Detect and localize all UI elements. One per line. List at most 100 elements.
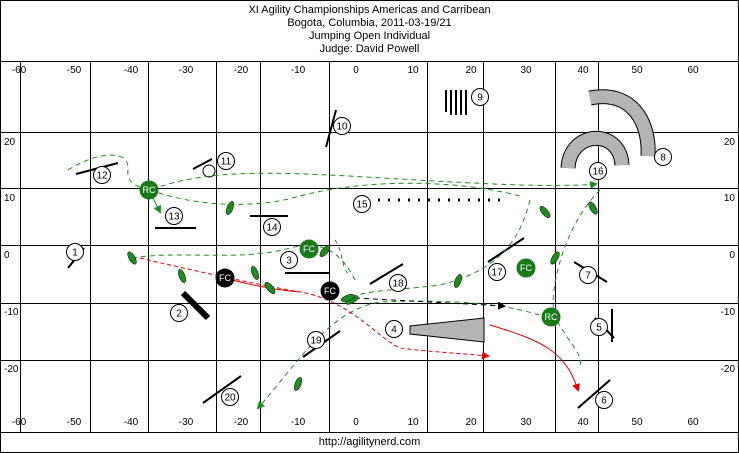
green-path-top2 — [149, 182, 521, 205]
obstacle-circle — [589, 162, 607, 180]
handler-marker — [516, 258, 536, 278]
obstacle-number: 16 — [592, 167, 604, 178]
green-path-17 — [354, 199, 531, 297]
class-name: Jumping Open Individual — [308, 30, 431, 42]
obstacle-number: 15 — [356, 200, 368, 211]
x-tick-label: 20 — [465, 65, 477, 76]
obstacle-number: 2 — [176, 309, 182, 320]
x-tick-label: -10 — [291, 65, 306, 76]
x-tick-label: 50 — [631, 65, 643, 76]
obstacle-number: 13 — [168, 212, 180, 223]
x-tick-label: 0 — [353, 65, 359, 76]
obstacle-number: 1 — [72, 248, 78, 259]
obstacle-number: 5 — [596, 323, 602, 334]
handler-marker-label: RC — [545, 312, 558, 322]
axis-tick-labels: -60-60-50-50-40-40-30-30-20-20-10-100010… — [4, 65, 735, 428]
obstacle-circle — [595, 391, 613, 409]
jump-bars — [67, 109, 615, 409]
obstacle-circle — [165, 207, 183, 225]
obstacle-circle — [654, 148, 672, 166]
green-path-right — [552, 189, 601, 369]
y-tick-label: 20 — [724, 137, 736, 148]
handler-marker — [299, 239, 319, 259]
chute-tunnel-4 — [409, 317, 485, 343]
y-tick-label: 10 — [4, 193, 16, 204]
obstacle-number: 7 — [585, 271, 591, 282]
obstacle-number: 12 — [96, 171, 108, 182]
jump-20 — [202, 375, 242, 404]
jump-6 — [577, 379, 611, 409]
obstacle-number: 11 — [221, 157, 232, 168]
x-tick-label: 30 — [520, 65, 532, 76]
x-tick-label: 40 — [577, 417, 589, 428]
tunnel-16 — [561, 131, 629, 169]
obstacle-number: 10 — [336, 122, 348, 133]
obstacle-circle — [221, 388, 239, 406]
y-tick-label: 10 — [724, 193, 736, 204]
obstacle-circle — [488, 263, 506, 281]
obstacle-number: 14 — [266, 223, 278, 234]
green-path-mid — [131, 244, 356, 281]
x-tick-label: 20 — [465, 417, 477, 428]
judge: Judge: David Powell — [319, 43, 420, 55]
handler-marker-label: RC — [143, 185, 156, 195]
tunnel-8 — [588, 90, 655, 157]
jump-2 — [180, 290, 211, 321]
obstacle-circle — [579, 266, 597, 284]
handler-marker-label: FC — [303, 244, 315, 254]
obstacle-number: 6 — [601, 396, 607, 407]
obstacle-number: 19 — [310, 336, 322, 347]
obstacle-number: 4 — [391, 325, 397, 336]
x-tick-label: -20 — [234, 417, 249, 428]
x-tick-label: 50 — [631, 417, 643, 428]
black-path — [354, 297, 506, 310]
x-tick-label: -20 — [234, 65, 249, 76]
obstacle-circle — [385, 320, 403, 338]
handler-markers: RC FC FC RC FC FC — [139, 180, 561, 327]
obstacle-circle — [389, 274, 407, 292]
footer-url[interactable]: http://agilitynerd.com — [318, 436, 421, 448]
red-path-solid — [489, 324, 580, 392]
green-path-fc — [334, 239, 351, 276]
x-tick-label: 60 — [687, 417, 699, 428]
y-tick-label: 20 — [4, 137, 16, 148]
obstacle-number: 17 — [491, 268, 503, 279]
x-tick-label: -50 — [67, 65, 82, 76]
green-path-bottom — [256, 300, 549, 410]
y-tick-label: -10 — [4, 307, 19, 318]
y-tick-label: -20 — [4, 364, 19, 375]
obstacle-circle — [66, 243, 84, 261]
obstacle-number: 3 — [286, 256, 292, 267]
obstacle-circle — [353, 195, 371, 213]
x-tick-label: -30 — [179, 417, 194, 428]
handler-marker-label: FC — [219, 273, 231, 283]
obstacle-number: 20 — [224, 393, 236, 404]
handler-marker — [139, 180, 159, 200]
red-path-solid2 — [224, 277, 301, 293]
tire-11 — [202, 164, 216, 178]
weave-poles-9 — [445, 90, 467, 115]
obstacle-circle — [333, 117, 351, 135]
x-tick-label: -60 — [12, 65, 27, 76]
obstacle-number: 9 — [477, 93, 483, 104]
handler-marker-label: FC — [520, 263, 532, 273]
dog-marks — [127, 201, 598, 391]
x-tick-label: -10 — [291, 417, 306, 428]
jump-18 — [369, 263, 404, 285]
jump-11 — [192, 158, 213, 170]
green-arrow-13 — [151, 195, 161, 214]
handler-marker — [541, 307, 561, 327]
handler-marker — [320, 281, 340, 301]
x-tick-label: -50 — [67, 417, 82, 428]
obstacle-circle — [263, 218, 281, 236]
obstacle-number: 8 — [660, 153, 666, 164]
x-tick-label: -30 — [179, 65, 194, 76]
obstacle-circle — [217, 152, 235, 170]
y-tick-label: 0 — [729, 250, 735, 261]
x-tick-label: 0 — [353, 417, 359, 428]
grid — [0, 61, 739, 432]
